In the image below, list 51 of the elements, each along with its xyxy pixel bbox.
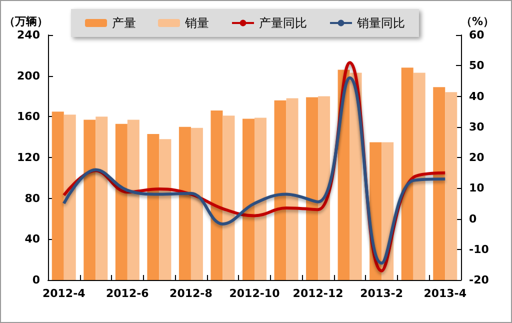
x-tick-label: 2012-12 (292, 287, 344, 300)
bar (127, 120, 140, 280)
legend-label: 产量 (112, 16, 136, 30)
bar (401, 68, 414, 280)
x-tick-label: 2013-4 (424, 287, 467, 300)
y2-axis-title: （%） (461, 15, 494, 28)
legend-label: 产量同比 (259, 16, 307, 30)
x-tick-label: 2013-2 (360, 287, 403, 300)
y-tick-label: 40 (24, 232, 40, 246)
legend-label: 销量 (184, 16, 209, 30)
y2-tick-label: 30 (469, 120, 485, 134)
bar (64, 114, 76, 280)
bar (286, 98, 298, 280)
legend-label: 销量同比 (356, 16, 405, 30)
y-tick-label: 200 (17, 69, 40, 82)
y-tick-label: 120 (17, 151, 40, 164)
bar (242, 118, 254, 280)
x-tick-label: 2012-8 (170, 287, 212, 300)
y2-tick-label: 0 (469, 212, 477, 226)
bar (318, 96, 330, 280)
y-tick-label: 240 (17, 28, 40, 42)
bar (159, 139, 172, 280)
y2-tick-label: -10 (469, 242, 490, 256)
y2-tick-label: 50 (469, 59, 485, 72)
bar (413, 72, 426, 280)
bar (147, 134, 160, 280)
bar (52, 112, 64, 280)
bar (274, 100, 286, 280)
bar (178, 126, 191, 280)
bar (254, 118, 266, 280)
bar (433, 87, 446, 280)
x-tick-label: 2012-4 (42, 287, 86, 300)
y2-tick-label: -20 (469, 274, 490, 286)
y-tick-label: 160 (17, 110, 40, 124)
y-axis-title: （万辆） (4, 15, 48, 28)
x-tick-label: 2012-10 (229, 287, 280, 300)
bar (445, 92, 458, 280)
y2-tick-label: 40 (469, 90, 485, 103)
y-tick-label: 0 (32, 274, 40, 286)
bar (84, 120, 96, 280)
bar (115, 124, 128, 280)
bar (222, 116, 235, 280)
bar (96, 116, 108, 280)
bar (210, 110, 223, 280)
y2-tick-label: 10 (469, 182, 485, 195)
bar (190, 128, 203, 280)
x-tick-label: 2012-6 (106, 287, 150, 300)
y-tick-label: 80 (24, 192, 40, 205)
bar (306, 97, 318, 280)
y2-tick-label: 20 (469, 151, 485, 164)
y2-tick-label: 60 (469, 28, 485, 42)
